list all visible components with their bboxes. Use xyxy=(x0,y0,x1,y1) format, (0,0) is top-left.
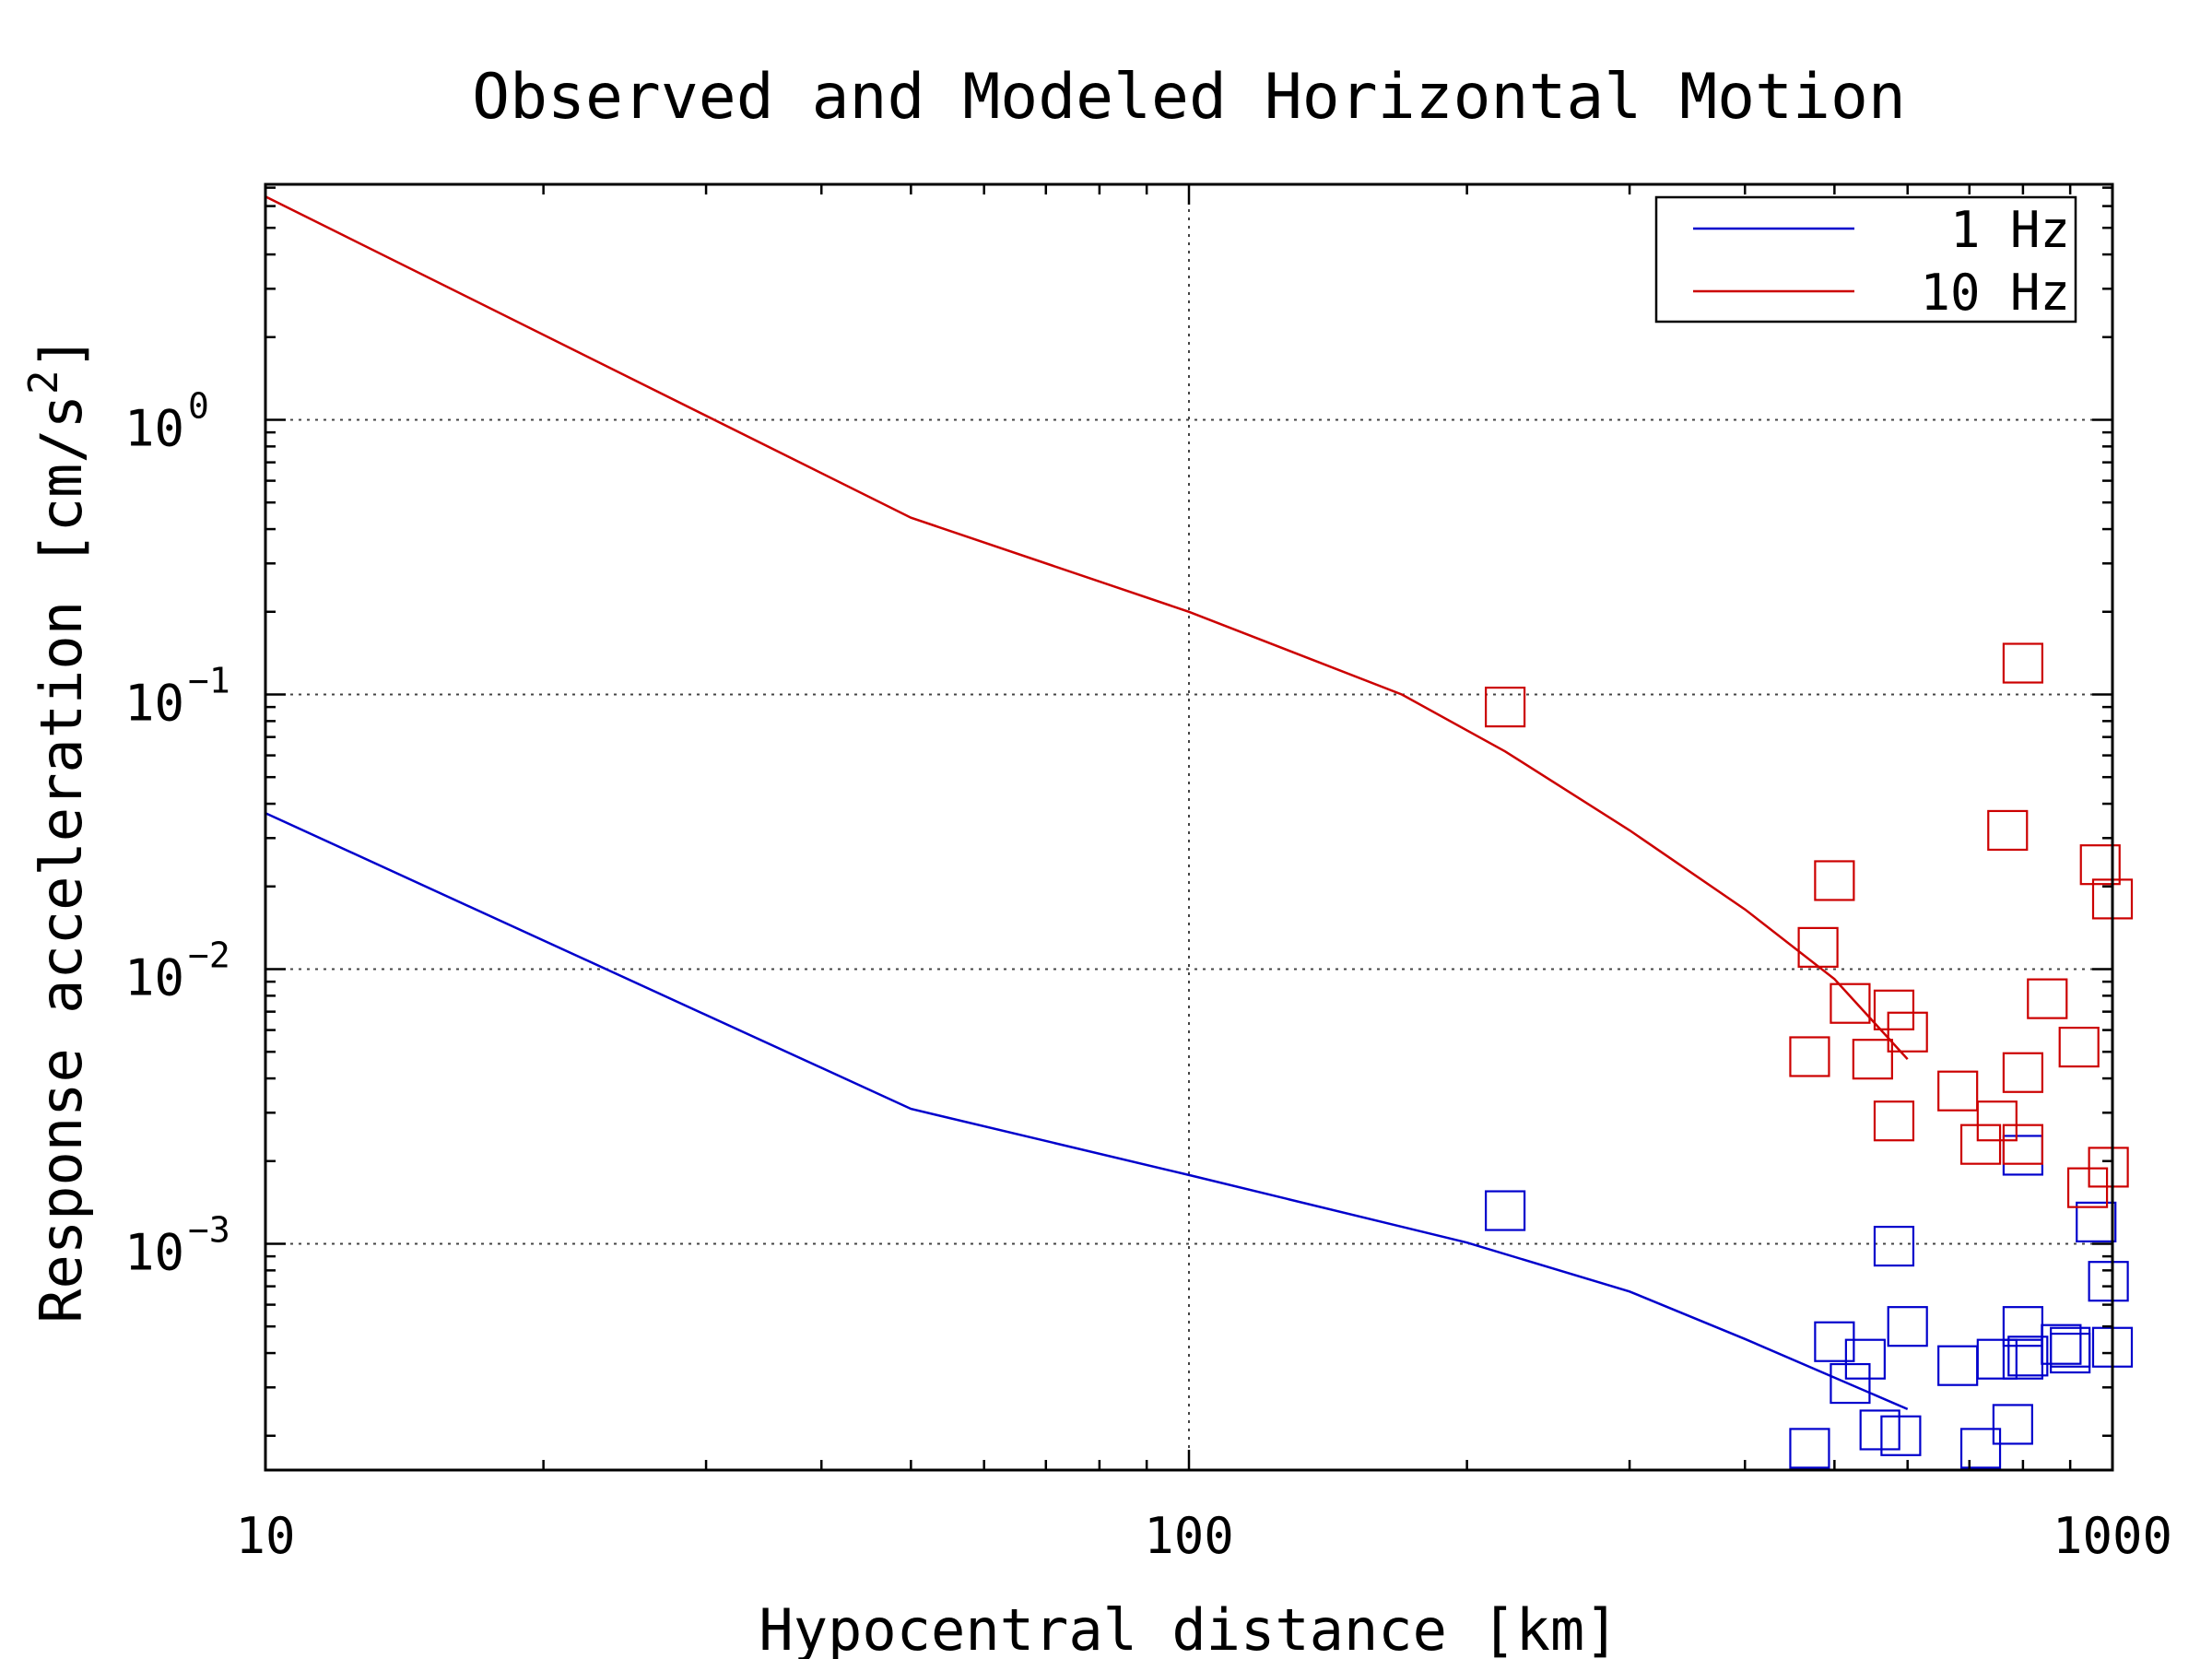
observed-point-10-hz xyxy=(1873,989,1915,1030)
observed-point-10-hz xyxy=(1485,687,1526,728)
y-axis-label-text: Response acceleration [cm/s2] xyxy=(20,335,95,1324)
observed-point-1-hz xyxy=(1873,1225,1915,1267)
x-tick-label: 10 xyxy=(235,1507,295,1565)
y-tick-exponent: −2 xyxy=(188,935,230,975)
observed-point-10-hz xyxy=(1797,926,1839,968)
legend-box xyxy=(1654,195,2077,324)
observed-point-10-hz xyxy=(1987,809,2029,852)
observed-point-10-hz xyxy=(2002,1124,2043,1165)
observed-point-10-hz xyxy=(2027,978,2068,1019)
observed-point-1-hz xyxy=(1959,1428,2002,1469)
y-tick-label: 10 xyxy=(124,674,184,732)
observed-point-1-hz xyxy=(2041,1324,2082,1365)
observed-point-10-hz xyxy=(2079,844,2121,886)
observed-point-1-hz xyxy=(1789,1428,1830,1469)
model-line-1-hz xyxy=(265,812,1909,1411)
axis-ticks xyxy=(264,184,2112,1470)
observed-point-1-hz xyxy=(2088,1261,2129,1302)
observed-point-1-hz xyxy=(1992,1404,2033,1445)
observed-point-10-hz xyxy=(1830,982,1871,1024)
x-tick-labels: 10 100 1000 xyxy=(235,1507,2172,1565)
observed-point-1-hz xyxy=(1814,1321,1855,1362)
observed-point-1-hz xyxy=(1976,1338,2018,1380)
y-tick-label: 10 xyxy=(124,1223,184,1281)
y-tick-label: 10 xyxy=(124,948,184,1006)
observed-point-10-hz xyxy=(1937,1070,1979,1112)
observed-point-1-hz xyxy=(1844,1338,1886,1380)
observed-point-1-hz xyxy=(2076,1201,2117,1242)
model-line-10-hz xyxy=(265,195,1909,1061)
observed-point-1-hz xyxy=(2050,1332,2091,1374)
observed-point-1-hz xyxy=(2002,1135,2043,1176)
y-tick-exponent: −1 xyxy=(188,660,230,700)
legend-label: 1 Hz xyxy=(1950,201,2070,259)
observed-point-10-hz xyxy=(2002,1052,2043,1093)
grid-layer xyxy=(265,184,2112,1470)
x-tick-label: 100 xyxy=(1144,1507,1234,1565)
observed-point-1-hz xyxy=(1830,1362,1871,1405)
observed-point-10-hz xyxy=(1959,1124,2002,1165)
observed-point-1-hz xyxy=(2007,1335,2049,1377)
y-axis-label: Response acceleration [cm/s2] xyxy=(20,335,95,1324)
observed-point-1-hz xyxy=(1937,1345,1979,1386)
observed-point-10-hz xyxy=(1852,1039,1893,1080)
observed-point-10-hz xyxy=(1976,1100,2018,1142)
observed-point-1-hz xyxy=(1887,1306,1928,1347)
model-lines xyxy=(265,195,1909,1411)
y-tick-exponent: −3 xyxy=(188,1209,230,1250)
observed-point-1-hz xyxy=(1859,1409,1900,1451)
legend-label: 10 Hz xyxy=(1920,264,2070,322)
y-tick-label: 10 xyxy=(124,399,184,457)
observed-point-10-hz xyxy=(2002,642,2043,684)
observed-point-1-hz xyxy=(1880,1415,1922,1456)
observed-points xyxy=(1485,642,2134,1469)
observed-point-10-hz xyxy=(1789,1036,1830,1077)
observed-point-10-hz xyxy=(1887,1011,1928,1053)
observed-point-10-hz xyxy=(1814,860,1855,901)
observed-point-10-hz xyxy=(2066,1167,2109,1208)
chart-title: Observed and Modeled Horizontal Motion xyxy=(472,61,1906,134)
x-axis-label: Hypocentral distance [km] xyxy=(759,1596,1618,1659)
y-tick-exponent: 0 xyxy=(188,385,209,426)
observed-point-10-hz xyxy=(2088,1147,2129,1188)
observed-point-1-hz xyxy=(1485,1190,1526,1231)
x-tick-label: 1000 xyxy=(2053,1507,2172,1565)
observed-point-10-hz xyxy=(1873,1100,1915,1142)
observed-point-10-hz xyxy=(2058,1027,2100,1068)
